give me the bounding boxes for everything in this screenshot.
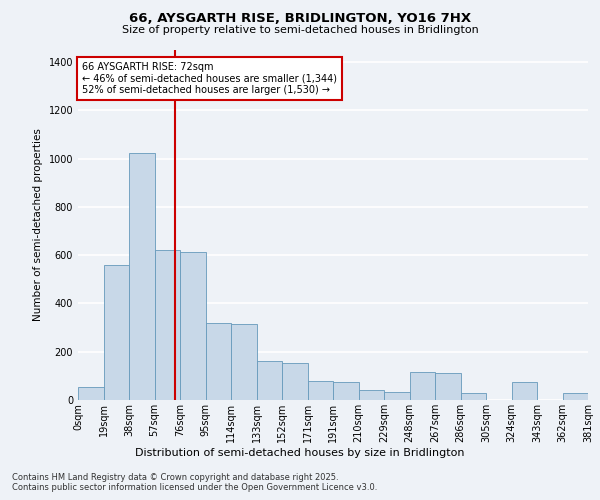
Bar [231,324,257,400]
Text: Distribution of semi-detached houses by size in Bridlington: Distribution of semi-detached houses by … [135,448,465,458]
Bar [155,250,180,400]
Bar [180,252,205,400]
Bar [461,393,486,400]
Text: Size of property relative to semi-detached houses in Bridlington: Size of property relative to semi-detach… [122,25,478,35]
Bar [409,372,435,400]
Bar [359,390,384,400]
Text: Contains HM Land Registry data © Crown copyright and database right 2025.
Contai: Contains HM Land Registry data © Crown c… [12,472,377,492]
Bar [78,386,104,400]
Bar [104,265,129,400]
Bar [435,374,461,400]
Bar [308,380,333,400]
Text: 66 AYSGARTH RISE: 72sqm
← 46% of semi-detached houses are smaller (1,344)
52% of: 66 AYSGARTH RISE: 72sqm ← 46% of semi-de… [82,62,337,96]
Bar [129,152,155,400]
Bar [257,362,282,400]
Bar [511,382,537,400]
Bar [333,382,359,400]
Bar [205,323,231,400]
Bar [563,393,588,400]
Y-axis label: Number of semi-detached properties: Number of semi-detached properties [33,128,43,322]
Text: 66, AYSGARTH RISE, BRIDLINGTON, YO16 7HX: 66, AYSGARTH RISE, BRIDLINGTON, YO16 7HX [129,12,471,26]
Bar [384,392,409,400]
Bar [282,362,308,400]
